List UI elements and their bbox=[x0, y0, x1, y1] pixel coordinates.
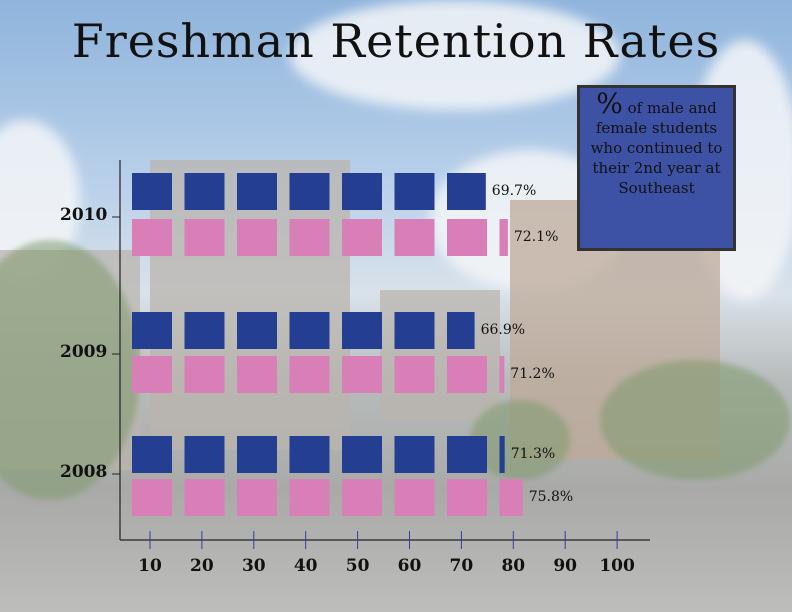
female-pictogram-square bbox=[342, 479, 382, 516]
male-pictogram-square bbox=[342, 436, 382, 473]
male-pictogram-square bbox=[289, 173, 330, 210]
female-pictogram-square bbox=[184, 479, 225, 516]
male-pictogram-square bbox=[132, 436, 172, 473]
male-pictogram-square bbox=[132, 312, 172, 349]
female-pictogram-square bbox=[499, 219, 508, 256]
female-pictogram-square bbox=[132, 219, 172, 256]
female-pictogram-square bbox=[447, 356, 487, 393]
x-tick-label: 100 bbox=[599, 556, 635, 576]
male-pictogram-square bbox=[447, 312, 475, 349]
female-pictogram-square bbox=[289, 219, 330, 256]
y-tick-label: 2010 bbox=[60, 205, 108, 225]
female-pictogram-square bbox=[237, 219, 277, 256]
data-label: 72.1% bbox=[513, 229, 559, 245]
female-pictogram-square bbox=[394, 479, 435, 516]
male-pictogram-square bbox=[447, 436, 487, 473]
female-pictogram-square bbox=[447, 219, 487, 256]
x-tick-label: 70 bbox=[449, 556, 474, 576]
male-pictogram-square bbox=[394, 173, 435, 210]
x-tick-label: 80 bbox=[501, 556, 526, 576]
male-pictogram-square bbox=[289, 436, 330, 473]
y-tick-label: 2009 bbox=[60, 342, 108, 362]
male-pictogram-square bbox=[342, 312, 382, 349]
male-pictogram-square bbox=[499, 436, 505, 473]
female-pictogram-square bbox=[394, 356, 435, 393]
female-pictogram-square bbox=[447, 479, 487, 516]
data-label: 75.8% bbox=[528, 489, 574, 505]
female-pictogram-square bbox=[289, 479, 330, 516]
male-pictogram-square bbox=[342, 173, 382, 210]
female-pictogram-square bbox=[289, 356, 330, 393]
x-tick-label: 90 bbox=[553, 556, 578, 576]
legend-percent-symbol: % bbox=[596, 87, 623, 120]
female-pictogram-square bbox=[394, 219, 435, 256]
female-pictogram-square bbox=[184, 219, 225, 256]
male-pictogram-square bbox=[237, 436, 277, 473]
data-label: 66.9% bbox=[480, 322, 526, 338]
x-tick-label: 50 bbox=[345, 556, 370, 576]
x-tick-label: 60 bbox=[397, 556, 422, 576]
x-tick-label: 40 bbox=[293, 556, 318, 576]
male-pictogram-square bbox=[184, 312, 225, 349]
female-pictogram-square bbox=[499, 479, 523, 516]
female-pictogram-square bbox=[132, 479, 172, 516]
male-pictogram-square bbox=[237, 312, 277, 349]
male-pictogram-square bbox=[132, 173, 172, 210]
data-label: 71.3% bbox=[510, 446, 556, 462]
female-pictogram-square bbox=[499, 356, 505, 393]
data-label: 69.7% bbox=[491, 183, 537, 199]
male-pictogram-square bbox=[184, 173, 225, 210]
male-pictogram-square bbox=[289, 312, 330, 349]
female-pictogram-square bbox=[237, 356, 277, 393]
female-pictogram-square bbox=[342, 219, 382, 256]
male-pictogram-square bbox=[394, 312, 435, 349]
male-pictogram-square bbox=[237, 173, 277, 210]
male-pictogram-square bbox=[447, 173, 486, 210]
data-label: 71.2% bbox=[510, 366, 555, 382]
female-pictogram-square bbox=[184, 356, 225, 393]
male-pictogram-square bbox=[394, 436, 435, 473]
y-tick-label: 2008 bbox=[60, 462, 108, 482]
male-pictogram-square bbox=[184, 436, 225, 473]
x-tick-label: 10 bbox=[138, 556, 162, 576]
female-pictogram-square bbox=[132, 356, 172, 393]
legend-text: of male and female students who continue… bbox=[590, 99, 723, 197]
female-pictogram-square bbox=[237, 479, 277, 516]
x-tick-label: 20 bbox=[190, 556, 214, 576]
chart-title: Freshman Retention Rates bbox=[71, 14, 721, 68]
legend-box: % of male and female students who contin… bbox=[577, 85, 736, 251]
female-pictogram-square bbox=[342, 356, 382, 393]
x-tick-label: 30 bbox=[241, 556, 266, 576]
